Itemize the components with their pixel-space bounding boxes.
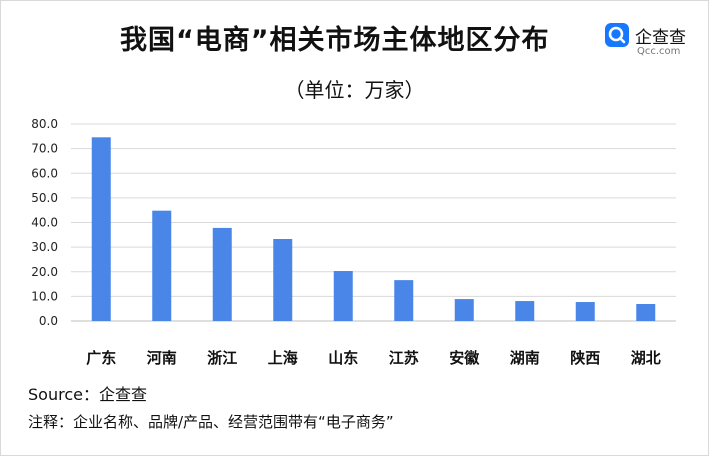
x-axis-labels: 广东 河南 浙江 上海 山东 江苏 安徽 湖南 陕西 湖北 [86, 349, 661, 367]
bar-上海 [273, 238, 293, 321]
bar-陕西 [575, 302, 595, 321]
bar-河南 [152, 210, 172, 321]
logo-text: 企查查 [635, 27, 686, 48]
x-tick-label: 上海 [268, 349, 298, 367]
y-tick-label: 20.0 [31, 265, 58, 279]
bar-安徽 [454, 299, 474, 321]
bar-广东 [91, 137, 111, 321]
gridlines [71, 123, 676, 322]
y-tick-label: 30.0 [31, 240, 58, 254]
bars [91, 137, 656, 321]
x-tick-label: 江苏 [389, 349, 419, 367]
x-tick-label: 湖北 [631, 349, 661, 367]
brand-logo: 企查查 Qcc.com [604, 22, 686, 57]
note-text: 注释：企业名称、品牌/产品、经营范围带有“电子商务” [28, 413, 394, 431]
x-tick-label: 河南 [147, 349, 177, 367]
source-text: Source：企查查 [28, 385, 147, 404]
bar-浙江 [212, 227, 232, 321]
logo-subtext: Qcc.com [637, 46, 681, 57]
y-tick-label: 60.0 [31, 166, 58, 180]
chart-subtitle: （单位：万家） [284, 78, 425, 102]
x-tick-label: 山东 [328, 349, 358, 367]
bar-湖北 [636, 304, 656, 321]
x-tick-label: 广东 [86, 349, 116, 367]
y-tick-label: 40.0 [31, 216, 58, 230]
y-tick-label: 10.0 [31, 289, 58, 303]
bar-山东 [333, 271, 353, 321]
x-tick-label: 安徽 [449, 349, 480, 367]
x-tick-label: 陕西 [570, 349, 600, 367]
bar-湖南 [515, 301, 535, 321]
bar-江苏 [394, 280, 414, 321]
y-tick-label: 80.0 [31, 117, 58, 131]
y-axis-ticks: 0.0 10.0 20.0 30.0 40.0 50.0 60.0 70.0 80.0 [31, 117, 58, 328]
qcc-logo-icon [605, 23, 629, 47]
x-tick-label: 浙江 [207, 349, 237, 367]
y-tick-label: 50.0 [31, 191, 58, 205]
y-tick-label: 70.0 [31, 142, 58, 156]
chart-title: 我国“电商”相关市场主体地区分布 [120, 25, 550, 56]
x-tick-label: 湖南 [510, 349, 540, 367]
y-tick-label: 0.0 [39, 314, 58, 328]
